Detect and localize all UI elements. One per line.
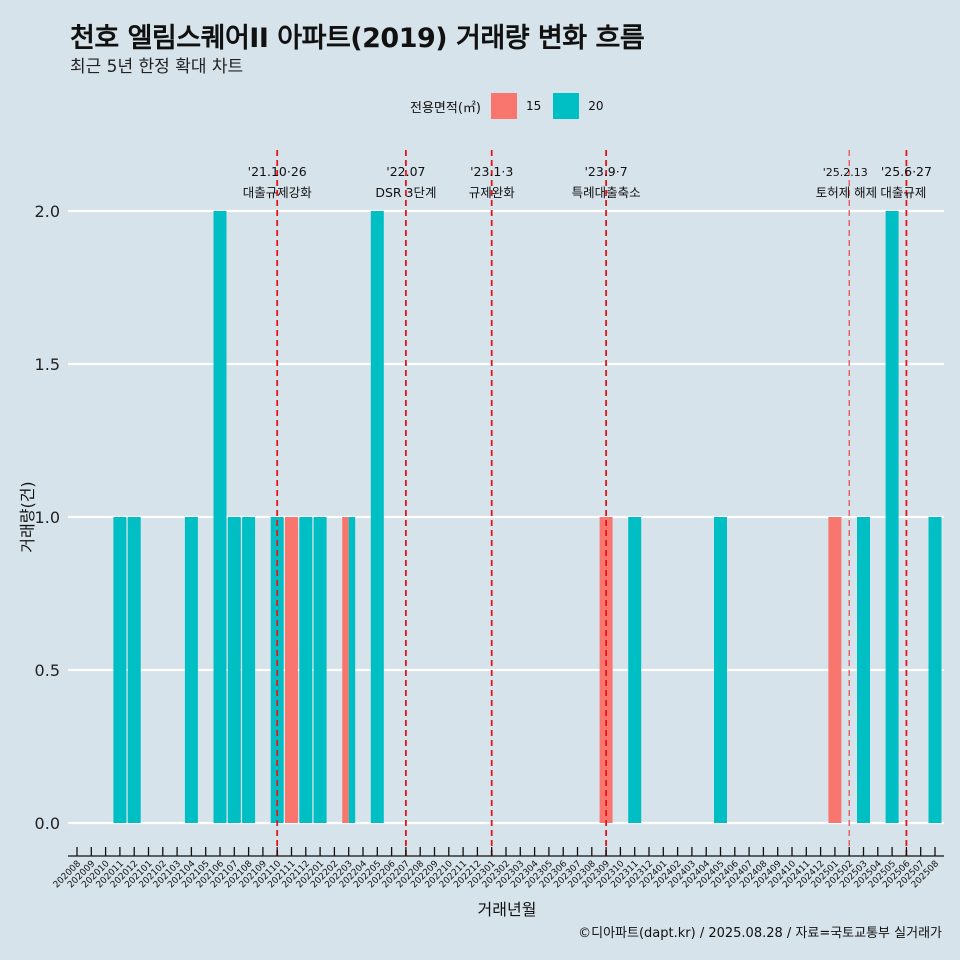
bar-20-202201 <box>313 517 327 823</box>
y-tick-label: 0.0 <box>35 814 60 833</box>
bar-20-202508 <box>928 517 942 823</box>
event-date: '21.10·26 <box>248 164 307 179</box>
bar-20-202505 <box>885 211 899 823</box>
event-date: '25.6·27 <box>881 164 932 179</box>
caption: ©디아파트(dapt.kr) / 2025.08.28 / 자료=국토교통부 실… <box>578 926 942 941</box>
x-axis: 2020082020092020102020112020122021012021… <box>52 847 944 890</box>
legend-swatch-20 <box>553 93 580 119</box>
event-date: '23.1·3 <box>470 164 513 179</box>
bar-20-202405 <box>714 517 727 823</box>
bar-15-202501 <box>828 517 842 823</box>
bar-20-202112 <box>299 517 313 823</box>
event-lines <box>276 150 908 858</box>
y-tick-label: 1.5 <box>35 355 60 374</box>
bar-15-202111 <box>285 517 298 823</box>
legend: 전용면적(㎡) 15 20 <box>410 93 616 119</box>
y-axis-label: 거래량(건) <box>18 481 37 552</box>
event-label: 대출규제 <box>880 185 926 200</box>
y-tick-label: 1.0 <box>35 508 60 527</box>
y-tick-label: 2.0 <box>35 202 60 221</box>
legend-title: 전용면적(㎡) <box>410 100 481 116</box>
bar-20-202503 <box>857 517 870 823</box>
event-annotations: '21.10·26 대출규제강화 '22.07 DSR 3단계 '23.1·3 규제완화 '… <box>243 164 932 200</box>
event-date: '22.07 <box>386 164 425 179</box>
bar-20-202107 <box>227 517 241 823</box>
event-label: DSR 3단계 <box>375 185 436 200</box>
y-tick-label: 0.5 <box>35 661 60 680</box>
y-axis-ticks: 0.0 0.5 1.0 1.5 2.0 <box>35 202 60 833</box>
event-label: 토허제 해제 <box>816 185 877 200</box>
bar-20-202203 <box>348 517 356 823</box>
event-label: 특례대출축소 <box>572 185 641 200</box>
chart-title: 천호 엘림스퀘어II 아파트(2019) 거래량 변화 흐름 <box>70 23 645 54</box>
legend-label-20: 20 <box>588 99 604 113</box>
bar-20-202311 <box>628 517 642 823</box>
event-date: '23.9·7 <box>584 164 627 179</box>
legend-swatch-15 <box>490 93 517 119</box>
bar-20-202104 <box>184 517 198 823</box>
event-label: 규제완화 <box>469 185 516 200</box>
bar-20-202205 <box>370 211 384 823</box>
bar-20-202106 <box>213 211 227 823</box>
gridlines <box>68 209 944 825</box>
bar-20-202011 <box>113 517 127 823</box>
event-date: '25.2.13 <box>823 166 868 179</box>
event-label: 대출규제강화 <box>243 185 313 200</box>
chart-subtitle: 최근 5년 한정 확대 차트 <box>70 57 244 77</box>
legend-label-15: 15 <box>525 99 542 113</box>
bar-20-202012 <box>127 517 141 823</box>
bar-15-202203 <box>342 517 349 823</box>
bar-20-202108 <box>242 517 256 823</box>
x-axis-label: 거래년월 <box>478 900 537 919</box>
